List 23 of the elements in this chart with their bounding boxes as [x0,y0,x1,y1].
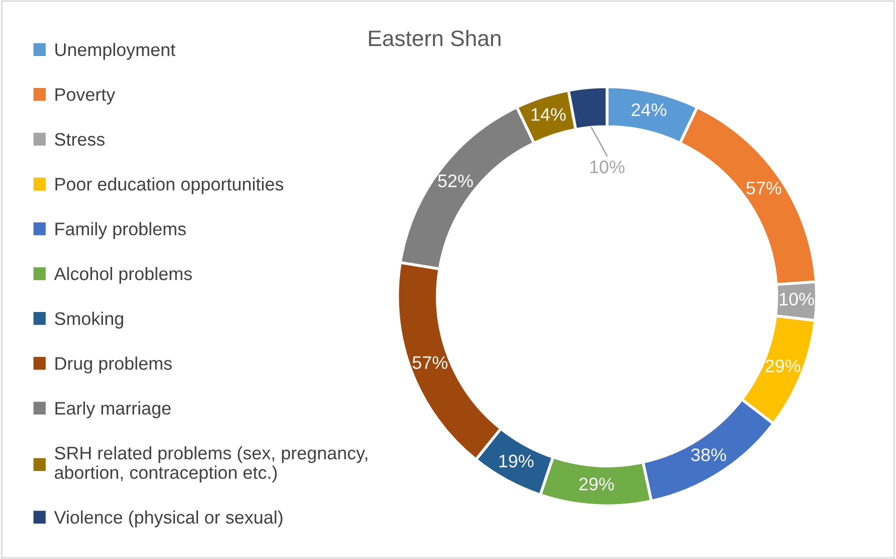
data-label: 19% [499,454,534,468]
data-label: 10% [590,160,624,174]
legend-label: Violence (physical or sexual) [54,510,282,528]
legend-label: Family problems [56,222,186,239]
data-label: 29% [579,478,614,490]
legend-label: Smoking [54,312,124,329]
legend-label: Poverty [56,88,116,105]
legend-label: Unemployment [55,42,176,60]
legend-label: SRH related problems (sex, pregnancy, abortion, contraception etc.) [54,446,368,482]
data-label: 14% [532,108,566,121]
legend-label: Stress [54,132,105,146]
data-label: 57% [412,356,448,369]
data-label: 29% [766,359,800,372]
legend-label: Alcohol problems [54,266,192,284]
legend-label: Drug problems [56,356,172,374]
data-label: 38% [691,448,726,462]
legend-label: Early marriage [56,401,171,418]
data-label: 52% [438,174,473,188]
data-label: 57% [746,182,782,194]
chart-title: Eastern Shan [369,30,500,46]
data-label: 24% [632,103,666,116]
legend-label: Poor education opportunities [56,177,284,194]
data-label: 10% [780,292,814,306]
